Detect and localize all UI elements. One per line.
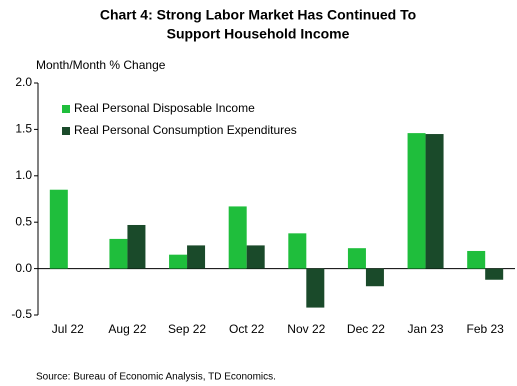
- y-tick-label: 1.0: [15, 168, 32, 182]
- bar: [467, 250, 486, 269]
- bar: [228, 206, 247, 269]
- x-tick-label: Aug 22: [108, 322, 146, 336]
- y-tick-label: 1.5: [15, 122, 32, 136]
- bar: [425, 134, 444, 269]
- y-tick-label: 2.0: [15, 75, 32, 89]
- bar: [365, 268, 384, 287]
- chart-title: Support Household Income: [167, 26, 350, 42]
- legend-swatch: [62, 127, 70, 135]
- x-tick-label: Jan 23: [408, 322, 444, 336]
- bar: [407, 133, 426, 269]
- x-tick-label: Sep 22: [168, 322, 206, 336]
- x-tick-label: Dec 22: [347, 322, 385, 336]
- y-tick-label: 0.5: [15, 214, 32, 228]
- bar: [49, 189, 68, 269]
- source: Source: Bureau of Economic Analysis, TD …: [36, 372, 276, 383]
- y-tick-label: -0.5: [11, 307, 32, 321]
- legend-swatch: [62, 105, 70, 113]
- bar: [485, 268, 504, 280]
- bar: [169, 254, 188, 269]
- bar: [109, 238, 128, 269]
- x-tick-label: Feb 23: [467, 322, 505, 336]
- legend-label: Real Personal Consumption Expenditures: [74, 123, 297, 137]
- bar: [246, 245, 265, 269]
- x-tick-label: Oct 22: [229, 322, 265, 336]
- x-tick-label: Jul 22: [52, 322, 84, 336]
- bar: [127, 224, 146, 269]
- chart-title: Chart 4: Strong Labor Market Has Continu…: [100, 7, 416, 23]
- y-tick-label: 0.0: [15, 261, 32, 275]
- legend-label: Real Personal Disposable Income: [74, 101, 255, 115]
- bar: [187, 245, 206, 269]
- y-axis-label: Month/Month % Change: [36, 58, 166, 72]
- bar: [347, 248, 366, 269]
- bar: [306, 268, 325, 308]
- x-tick-label: Nov 22: [287, 322, 325, 336]
- bar: [288, 233, 307, 269]
